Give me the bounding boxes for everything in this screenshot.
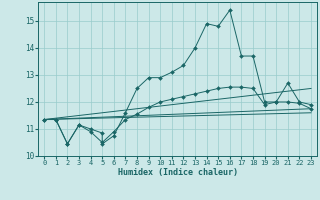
X-axis label: Humidex (Indice chaleur): Humidex (Indice chaleur) bbox=[118, 168, 238, 177]
